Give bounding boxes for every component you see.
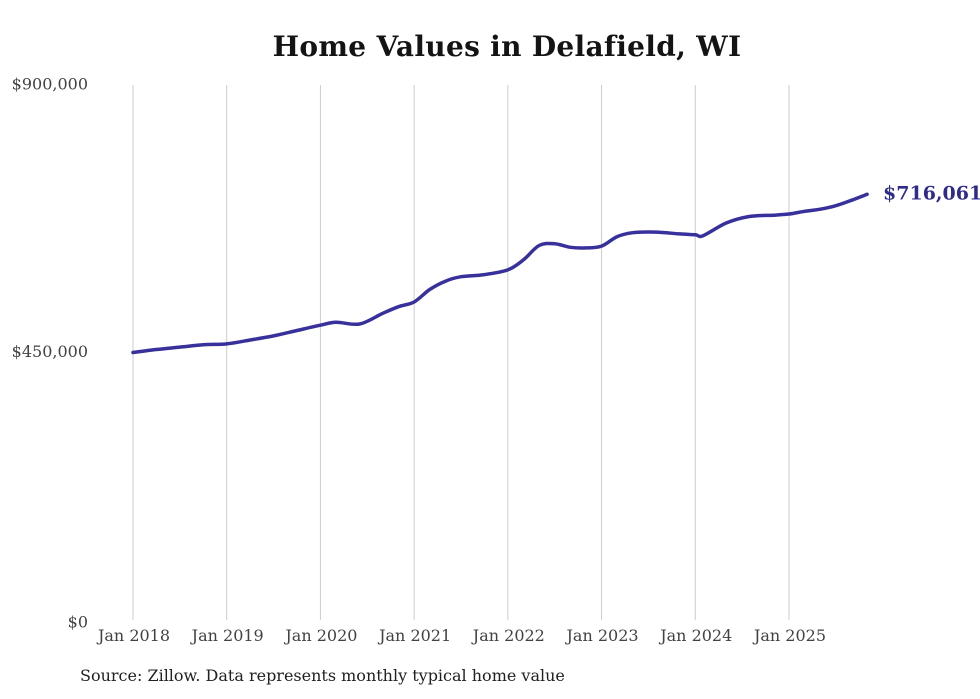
home-value-trend-line <box>131 192 869 355</box>
x-tick-label: Jan 2024 <box>658 626 732 645</box>
x-tick-label: Jan 2019 <box>190 626 264 645</box>
y-tick-label: $450,000 <box>12 342 88 361</box>
end-value-label: $716,061 <box>883 182 980 204</box>
y-tick-label: $900,000 <box>12 75 88 94</box>
x-tick-label: Jan 2018 <box>96 626 170 645</box>
source-note: Source: Zillow. Data represents monthly … <box>80 666 565 685</box>
x-tick-label: Jan 2021 <box>377 626 451 645</box>
x-tick-label: Jan 2020 <box>283 626 357 645</box>
x-tick-label: Jan 2025 <box>752 626 826 645</box>
x-tick-label: Jan 2022 <box>471 626 545 645</box>
x-tick-label: Jan 2023 <box>565 626 639 645</box>
y-tick-label: $0 <box>68 613 88 632</box>
chart-title: Home Values in Delafield, WI <box>272 30 742 63</box>
